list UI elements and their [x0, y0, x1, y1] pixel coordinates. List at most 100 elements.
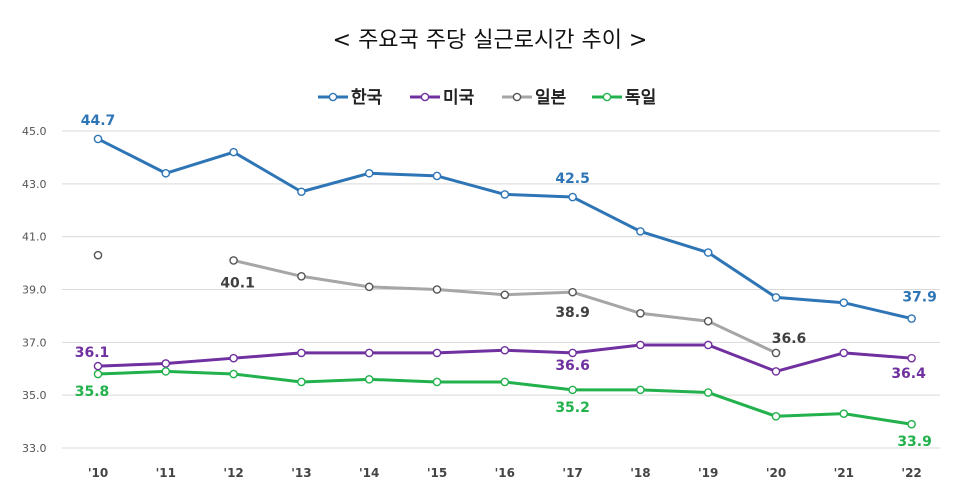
data-point [500, 290, 510, 300]
data-point [229, 369, 238, 379]
chart-title: < 주요국 주당 실근로시간 추이 > [333, 28, 648, 53]
x-tick-label: '13 [291, 466, 311, 480]
data-point [771, 293, 781, 302]
data-label: 38.9 [555, 305, 590, 321]
x-tick-label: '21 [834, 466, 854, 480]
x-tick-label: '14 [359, 466, 379, 480]
data-point [364, 375, 374, 384]
data-point [636, 385, 645, 395]
legend-marker [512, 92, 522, 102]
legend-marker [328, 92, 338, 102]
data-point [93, 134, 103, 144]
x-tick-label: '20 [766, 466, 786, 480]
legend-item: 일본 [502, 88, 567, 108]
data-point [839, 348, 849, 358]
x-tick-label: '18 [630, 466, 650, 480]
data-point [500, 190, 510, 199]
data-point [839, 298, 849, 308]
data-point [229, 256, 238, 265]
series-1 [93, 134, 916, 323]
data-point [93, 369, 103, 379]
data-label: 33.9 [897, 434, 932, 450]
data-label: 36.4 [891, 366, 926, 382]
y-tick-label: 43.0 [22, 178, 47, 191]
data-point [364, 348, 374, 358]
data-point [703, 316, 713, 326]
data-point [568, 287, 577, 297]
data-label: 40.1 [220, 275, 255, 291]
x-tick-label: '11 [156, 466, 176, 480]
data-point [297, 377, 306, 387]
data-point [907, 353, 916, 363]
data-point [432, 285, 442, 294]
data-label: 36.6 [772, 331, 807, 347]
data-point [161, 367, 171, 376]
data-point [703, 340, 713, 350]
data-point [839, 409, 849, 418]
data-point [161, 359, 171, 368]
legend-label: 미국 [443, 88, 475, 108]
legend: 한국 미국 일본 독일 [318, 88, 656, 108]
legend-item: 독일 [592, 88, 656, 108]
data-point [93, 250, 103, 260]
data-point [636, 340, 645, 350]
data-point [636, 308, 645, 318]
y-tick-label: 45.0 [22, 125, 47, 138]
data-point [568, 192, 577, 202]
data-point [703, 388, 713, 397]
data-point [161, 168, 171, 178]
data-point [93, 361, 103, 371]
data-point [297, 271, 306, 281]
data-labels: 44.7 42.5 37.9 36.1 36.6 36.4 40.1 38.9 36.6 35.8… [75, 113, 937, 450]
series-2 [93, 340, 916, 376]
data-label: 42.5 [555, 171, 590, 187]
y-tick-label: 37.0 [22, 336, 47, 349]
x-tick-label: '19 [698, 466, 718, 480]
x-tick-label: '16 [495, 466, 515, 480]
legend-item: 한국 [318, 88, 383, 108]
data-point [771, 411, 781, 421]
legend-label: 독일 [625, 88, 656, 108]
x-tick-label: '22 [901, 466, 921, 480]
data-point [771, 348, 781, 358]
y-axis: 45.0 43.0 41.0 39.0 37.0 35.0 33.0 [22, 125, 47, 455]
y-tick-label: 35.0 [22, 389, 47, 402]
data-label: 36.6 [555, 358, 590, 374]
data-point [229, 147, 238, 157]
legend-item: 미국 [410, 88, 475, 108]
y-tick-label: 41.0 [22, 231, 47, 244]
data-point [364, 282, 374, 292]
data-label: 37.9 [902, 290, 937, 306]
data-label: 35.8 [75, 384, 110, 400]
data-point [771, 367, 781, 376]
series-line [233, 258, 777, 355]
series-group [93, 134, 916, 429]
data-point [568, 348, 577, 358]
series-4 [93, 367, 916, 429]
data-label: 35.2 [555, 400, 590, 416]
x-tick-label: '15 [427, 466, 447, 480]
data-point [568, 385, 577, 395]
data-point [500, 377, 510, 387]
y-tick-label: 39.0 [22, 284, 47, 297]
data-point [364, 168, 374, 178]
grid-lines [62, 130, 940, 449]
x-tick-label: '10 [88, 466, 108, 480]
data-label: 36.1 [75, 345, 110, 361]
data-point [500, 345, 510, 355]
y-tick-label: 33.0 [22, 442, 47, 455]
data-point [907, 419, 916, 429]
data-point [907, 314, 916, 323]
legend-marker [602, 92, 612, 102]
x-tick-label: '12 [223, 466, 243, 480]
legend-label: 일본 [535, 88, 567, 108]
data-point [297, 348, 306, 358]
x-axis: '10 '11 '12 '13 '14 '15 '16 '17 '18 '19 '20 '21 '22 [88, 466, 922, 480]
data-point [432, 171, 442, 181]
x-tick-label: '17 [562, 466, 582, 480]
data-point [636, 227, 645, 236]
legend-marker [420, 92, 430, 102]
data-label: 44.7 [81, 113, 116, 129]
